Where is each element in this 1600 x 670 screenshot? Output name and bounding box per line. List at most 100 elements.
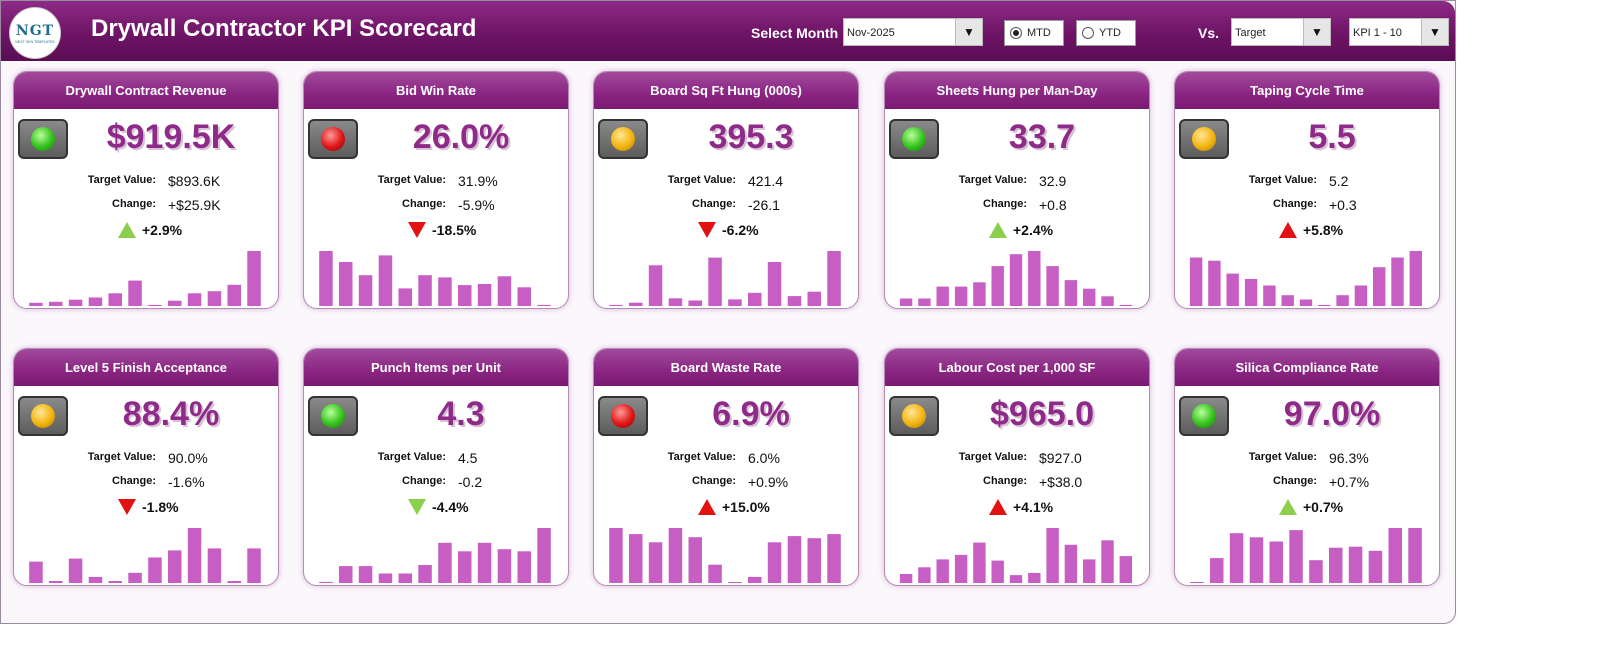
trend-bar [29, 561, 43, 583]
kpi-card-title: Board Sq Ft Hung (000s) [594, 72, 858, 109]
trend-bar [497, 549, 512, 583]
trend-bar [168, 300, 182, 306]
trend-bar [1289, 530, 1303, 583]
trend-bar [787, 536, 802, 583]
trend-bar [936, 286, 949, 306]
chevron-down-icon[interactable]: ▼ [955, 19, 982, 45]
trend-bar [537, 528, 551, 583]
ytd-radio[interactable]: YTD [1076, 20, 1136, 46]
trend-bar [1119, 304, 1132, 306]
trend-bar [629, 534, 643, 583]
status-bulb-icon [321, 127, 345, 151]
up-arrow-icon [1279, 499, 1297, 515]
kpi-range-dropdown[interactable]: KPI 1 - 10 ▼ [1349, 18, 1449, 46]
trend-bar [1229, 533, 1244, 583]
trend-bar [807, 538, 821, 583]
trend-bar [1269, 541, 1283, 583]
kpi-card-title: Punch Items per Unit [304, 349, 568, 386]
kpi-card: Taping Cycle Time 5.5 Target Value: 5.2 Chan… [1174, 71, 1440, 309]
trend-bar [748, 292, 762, 306]
chevron-down-icon[interactable]: ▼ [1303, 19, 1330, 45]
status-bulb-icon [1192, 127, 1216, 151]
trend-bar [1299, 299, 1313, 306]
page-title: Drywall Contractor KPI Scorecard [91, 15, 477, 42]
trend-bar [418, 275, 432, 306]
status-bulb-icon [321, 404, 345, 428]
change-value: -1.6% [168, 474, 205, 490]
trend-bar [973, 542, 986, 583]
trend-bar [29, 302, 43, 306]
trend-bar [108, 581, 122, 583]
up-arrow-icon [698, 499, 716, 515]
trend-bar [918, 567, 931, 583]
kpi-value: 33.7 [1008, 118, 1076, 156]
trend-bar [648, 542, 663, 583]
target-value: 4.5 [458, 450, 478, 466]
trend-bar [207, 291, 222, 306]
trend-bar [1329, 547, 1343, 583]
trend-bar-chart [1189, 251, 1422, 306]
trend-bar [207, 548, 222, 583]
trend-bar [148, 557, 162, 583]
trend-bar-chart [609, 528, 841, 583]
trend-bar [1064, 280, 1078, 306]
target-value-label: Target Value: [87, 451, 156, 463]
target-value-label: Target Value: [1248, 174, 1317, 186]
month-value: Nov-2025 [847, 27, 895, 39]
trend-bar [339, 262, 353, 306]
up-arrow-icon [118, 222, 136, 238]
chevron-down-icon[interactable]: ▼ [1421, 19, 1448, 45]
down-arrow-icon [408, 499, 426, 515]
target-value-label: Target Value: [667, 451, 736, 463]
trend-bar [1046, 266, 1059, 306]
trend-bar [1391, 257, 1404, 306]
trend-bar [954, 554, 968, 583]
kpi-value: 6.9% [712, 395, 790, 433]
traffic-light-icon [598, 396, 648, 436]
vs-label: Vs. [1198, 25, 1220, 41]
change-percent: -4.4% [432, 499, 469, 515]
trend-bar [1244, 279, 1258, 306]
kpi-value: 97.0% [1283, 395, 1381, 433]
trend-bar [1009, 575, 1023, 583]
mtd-label: MTD [1027, 27, 1051, 39]
trend-bar [1249, 537, 1264, 583]
trend-bar [1101, 540, 1114, 583]
trend-bar [49, 581, 63, 583]
comparison-dropdown[interactable]: Target ▼ [1231, 18, 1331, 46]
trend-bar [1368, 550, 1383, 583]
ytd-label: YTD [1099, 27, 1121, 39]
trend-bar-chart [29, 251, 261, 306]
trend-bar [1119, 556, 1132, 583]
trend-bar [477, 284, 492, 306]
down-arrow-icon [118, 499, 136, 515]
trend-bar [1226, 273, 1239, 306]
trend-bar [1190, 582, 1204, 583]
trend-bar [339, 566, 353, 583]
trend-bar [128, 572, 142, 583]
target-value: $893.6K [168, 173, 221, 189]
target-value: 421.4 [748, 173, 784, 189]
trend-bar [418, 565, 432, 583]
trend-bar [648, 265, 663, 306]
trend-bar-chart [29, 528, 261, 583]
trend-bar-chart [609, 251, 841, 306]
trend-bar [918, 298, 931, 306]
trend-bar [88, 576, 103, 583]
target-value: $927.0 [1039, 450, 1082, 466]
trend-bar [517, 551, 531, 583]
kpi-card-title: Level 5 Finish Acceptance [14, 349, 278, 386]
kpi-card: Board Sq Ft Hung (000s) 395.3 Target Value… [593, 71, 859, 309]
kpi-card: Labour Cost per 1,000 SF $965.0 Target Val… [884, 348, 1150, 586]
mtd-radio[interactable]: MTD [1004, 20, 1064, 46]
change-percent: +5.8% [1303, 222, 1344, 238]
trend-bar [708, 564, 722, 583]
trend-bar-chart [899, 528, 1132, 583]
change-percent: +2.9% [142, 222, 183, 238]
up-arrow-icon [1279, 222, 1297, 238]
trend-bar [227, 284, 241, 306]
status-bulb-icon [31, 127, 55, 151]
trend-bar [108, 293, 122, 306]
trend-bar [187, 528, 202, 583]
month-dropdown[interactable]: Nov-2025 ▼ [843, 18, 983, 46]
